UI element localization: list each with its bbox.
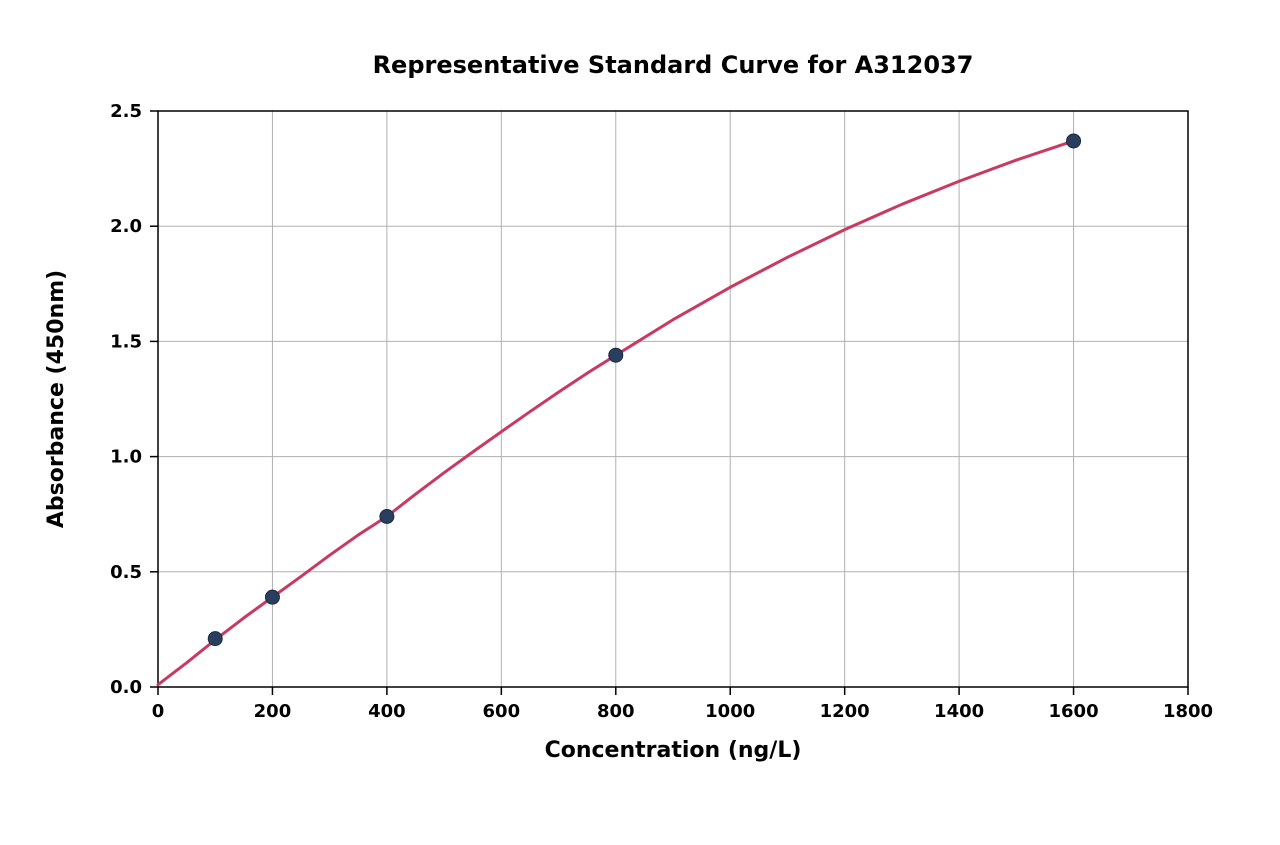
y-tick-label: 0.5	[110, 562, 142, 583]
data-point	[1067, 134, 1081, 148]
x-tick-label: 200	[254, 701, 292, 722]
y-tick-label: 1.5	[110, 331, 142, 352]
x-tick-label: 1600	[1049, 701, 1099, 722]
x-tick-label: 1200	[820, 701, 870, 722]
chart-svg: 0 200 400 600 800 1000 1200 1400 1600 1800 0.0 0.5 1…	[0, 0, 1280, 845]
data-point	[380, 510, 394, 524]
x-tick-label: 0	[152, 701, 165, 722]
data-point	[208, 632, 222, 646]
y-tick-label: 0.0	[110, 677, 142, 698]
y-tick-label: 1.0	[110, 447, 142, 468]
plot-background	[158, 111, 1188, 687]
y-tick-label: 2.0	[110, 216, 142, 237]
x-tick-label: 400	[368, 701, 406, 722]
y-axis-label: Absorbance (450nm)	[44, 270, 69, 528]
x-tick-label: 1000	[705, 701, 755, 722]
x-tick-label: 600	[483, 701, 521, 722]
chart-title: Representative Standard Curve for A31203…	[373, 51, 974, 79]
x-axis-label: Concentration (ng/L)	[545, 738, 802, 763]
data-point	[265, 590, 279, 604]
y-tick-label: 2.5	[110, 101, 142, 122]
x-tick-label: 1800	[1163, 701, 1213, 722]
x-tick-label: 800	[597, 701, 635, 722]
chart-container: 0 200 400 600 800 1000 1200 1400 1600 1800 0.0 0.5 1…	[0, 0, 1280, 845]
data-point	[609, 348, 623, 362]
x-tick-label: 1400	[934, 701, 984, 722]
